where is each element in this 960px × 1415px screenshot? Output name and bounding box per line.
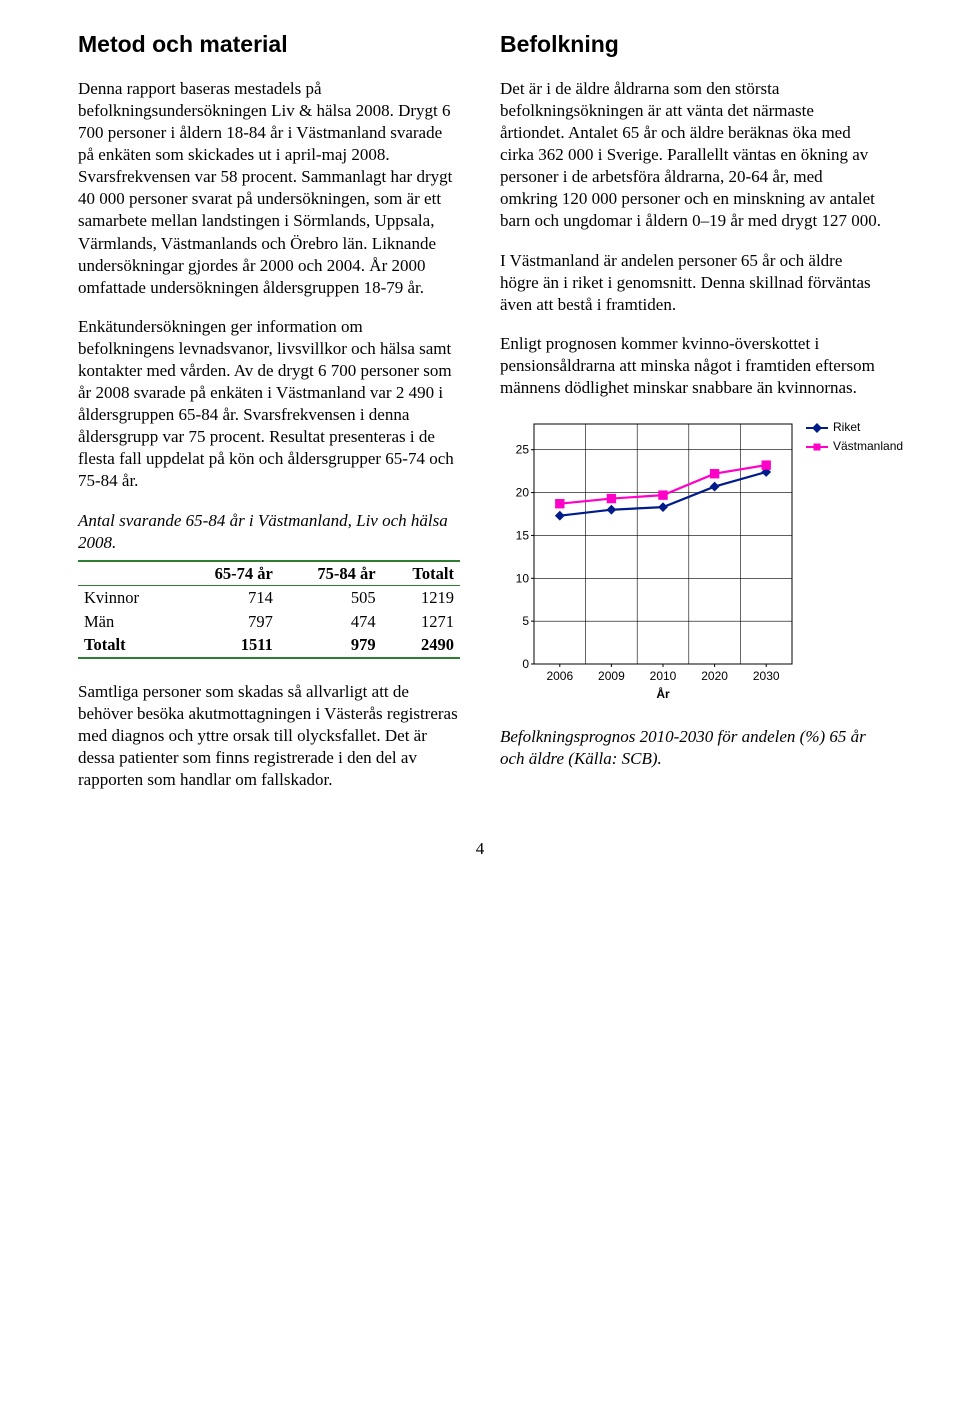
left-paragraph-3: Samtliga personer som skadas så allvarli…: [78, 681, 460, 791]
legend-line-vastmanland: [806, 446, 828, 448]
legend-line-riket: [806, 427, 828, 429]
left-heading: Metod och material: [78, 30, 460, 60]
svg-text:2010: 2010: [650, 669, 677, 683]
square-icon: [814, 443, 821, 450]
svg-text:2009: 2009: [598, 669, 625, 683]
table-cell: 1271: [382, 610, 460, 633]
legend-item-vastmanland: Västmanland: [806, 439, 903, 455]
diamond-icon: [812, 423, 822, 433]
table-header: 75-84 år: [279, 561, 382, 586]
svg-text:År: År: [656, 686, 670, 701]
table-cell: 2490: [382, 633, 460, 657]
legend-label: Västmanland: [833, 439, 903, 455]
table-header: 65-74 år: [176, 561, 279, 586]
table-cell: 505: [279, 586, 382, 610]
right-paragraph-3: Enligt prognosen kommer kvinno-överskott…: [500, 333, 882, 399]
svg-text:2020: 2020: [701, 669, 728, 683]
chart-legend: Riket Västmanland: [806, 416, 903, 457]
page-number: 4: [78, 838, 882, 860]
legend-item-riket: Riket: [806, 420, 903, 436]
right-paragraph-1: Det är i de äldre åldrarna som den störs…: [500, 78, 882, 233]
table-cell: Kvinnor: [78, 586, 176, 610]
chart-container: 051015202520062009201020202030År Riket V…: [500, 416, 882, 706]
table-cell: 979: [279, 633, 382, 657]
table-cell: Totalt: [78, 633, 176, 657]
left-paragraph-1: Denna rapport baseras mestadels på befol…: [78, 78, 460, 299]
table-cell: Män: [78, 610, 176, 633]
svg-text:15: 15: [516, 529, 530, 543]
svg-text:10: 10: [516, 571, 530, 585]
chart-caption: Befolkningsprognos 2010-2030 för andelen…: [500, 726, 882, 770]
population-line-chart: 0 5 10 15 20 25 2006 2009 2010 2020 2030 År: [500, 416, 800, 706]
svg-text:2030: 2030: [753, 669, 780, 683]
table-cell: 474: [279, 610, 382, 633]
respondent-table: 65-74 år 75-84 år Totalt Kvinnor 714 505…: [78, 560, 460, 659]
table-cell: 1511: [176, 633, 279, 657]
svg-text:2006: 2006: [546, 669, 573, 683]
left-column: Metod och material Denna rapport baseras…: [78, 30, 460, 808]
table-caption: Antal svarande 65-84 år i Västmanland, L…: [78, 510, 460, 554]
table-cell: 714: [176, 586, 279, 610]
right-heading: Befolkning: [500, 30, 882, 60]
right-column: Befolkning Det är i de äldre åldrarna so…: [500, 30, 882, 808]
right-paragraph-2: I Västmanland är andelen personer 65 år …: [500, 250, 882, 316]
legend-label: Riket: [833, 420, 860, 436]
left-paragraph-2: Enkätundersökningen ger information om b…: [78, 316, 460, 493]
svg-text:0: 0: [522, 657, 529, 671]
svg-text:5: 5: [522, 614, 529, 628]
two-column-layout: Metod och material Denna rapport baseras…: [78, 30, 882, 808]
table-header: [78, 561, 176, 586]
table-cell: 1219: [382, 586, 460, 610]
table-cell: 797: [176, 610, 279, 633]
svg-text:20: 20: [516, 486, 530, 500]
svg-text:25: 25: [516, 443, 530, 457]
table-header: Totalt: [382, 561, 460, 586]
